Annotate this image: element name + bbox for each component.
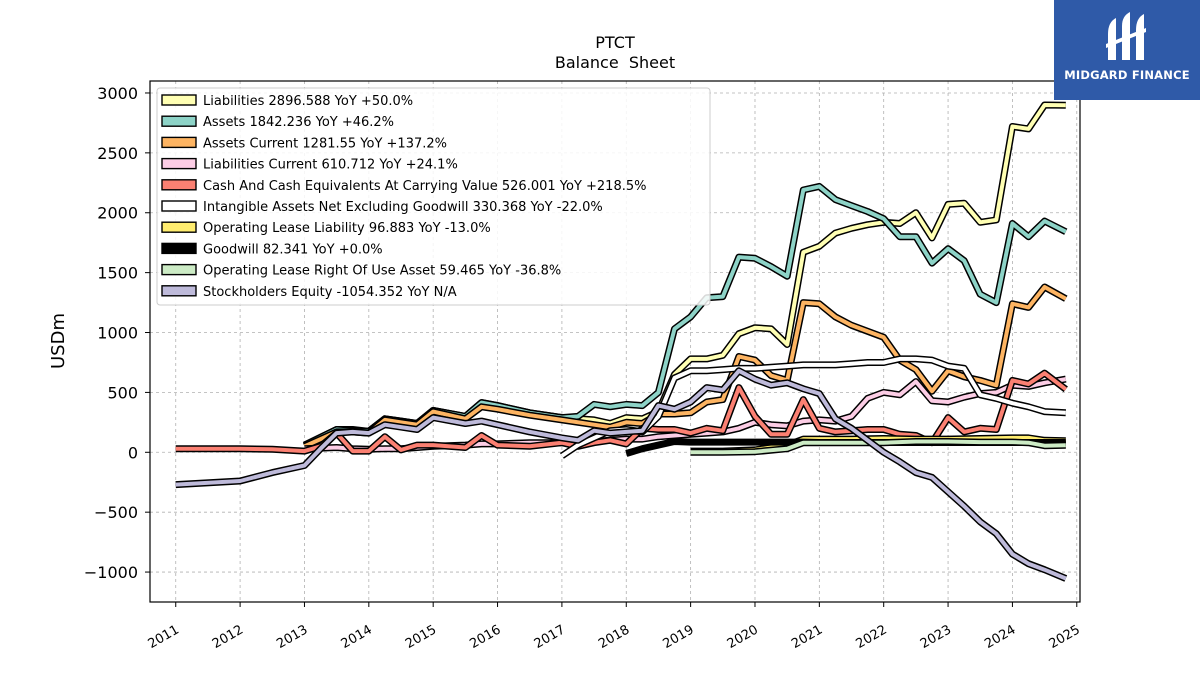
- legend-swatch: [161, 263, 197, 276]
- series-3: [303, 283, 1068, 450]
- legend-entry: Stockholders Equity -1054.352 YoY N/A: [203, 285, 457, 300]
- logo-text: MIDGARD FINANCE: [1064, 68, 1190, 82]
- legend-swatch: [161, 115, 197, 127]
- y-tick-label: 3000: [97, 84, 138, 103]
- series-9: [690, 438, 1066, 456]
- legend-entry: Assets 1842.236 YoY +46.2%: [203, 115, 394, 130]
- legend-entry: Liabilities 2896.588 YoY +50.0%: [203, 94, 413, 109]
- plot-frame: [149, 80, 1081, 603]
- y-tick-label: 500: [107, 383, 138, 402]
- y-tick-label: 2000: [97, 204, 138, 223]
- legend: Liabilities 2896.588 YoY +50.0% Assets 18…: [156, 87, 711, 306]
- logo-mark-icon: [1106, 12, 1146, 60]
- legend-swatch: [161, 157, 197, 170]
- legend-swatch: [161, 285, 197, 297]
- series-line: [690, 439, 1066, 455]
- series-line: [303, 285, 1067, 449]
- legend-swatch: [161, 221, 197, 233]
- y-tick-label: −500: [94, 503, 138, 522]
- legend-entry: Assets Current 1281.55 YoY +137.2%: [203, 136, 447, 151]
- y-tick-label: 2500: [97, 144, 138, 163]
- y-tick-label: 0: [128, 443, 138, 462]
- y-tick-label: 1500: [97, 264, 138, 283]
- legend-swatch: [161, 136, 197, 149]
- y-axis-label: USDm: [48, 313, 69, 369]
- legend-box: [156, 87, 711, 306]
- chart-subtitle: Balance Sheet: [555, 53, 675, 72]
- legend-swatch: [161, 94, 197, 106]
- y-tick-label: −1000: [84, 563, 138, 582]
- legend-entry: Goodwill 82.341 YoY +0.0%: [203, 242, 383, 257]
- midgard-finance-logo: MIDGARD FINANCE: [1054, 0, 1200, 100]
- legend-entry: Liabilities Current 610.712 YoY +24.1%: [203, 158, 458, 173]
- series-10: [175, 367, 1068, 582]
- y-tick-label: 1000: [97, 324, 138, 343]
- legend-entry: Operating Lease Right Of Use Asset 59.46…: [203, 264, 561, 279]
- series-line: [175, 368, 1067, 581]
- chart-title: PTCT: [595, 33, 635, 52]
- legend-swatch: [161, 179, 197, 191]
- legend-entry: Cash And Cash Equivalents At Carrying Va…: [203, 179, 646, 194]
- y-axis-ticks: −1000 −500 0 500 1000 1500 2000 2500 3000: [84, 84, 150, 582]
- legend-swatch: [161, 200, 197, 212]
- legend-entry: Operating Lease Liability 96.883 YoY -13…: [203, 221, 491, 236]
- legend-entry: Intangible Assets Net Excluding Goodwill…: [203, 200, 603, 215]
- legend-swatch: [161, 242, 197, 255]
- series-lines: [175, 101, 1068, 582]
